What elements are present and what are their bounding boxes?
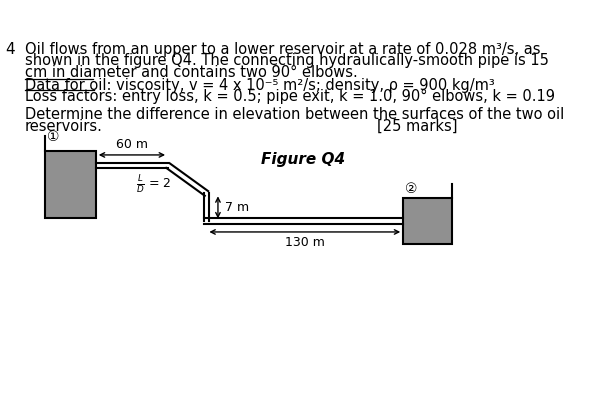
Text: Oil flows from an upper to a lower reservoir at a rate of 0.028 m³/s, as: Oil flows from an upper to a lower reser… <box>25 42 540 57</box>
Bar <box>45 151 96 218</box>
Text: ②: ② <box>405 182 417 196</box>
Text: 60 m: 60 m <box>116 138 148 151</box>
Text: 7 m: 7 m <box>225 201 248 214</box>
Text: Data for oil: viscosity, v = 4 x 10⁻⁵ m²/s; density, ρ = 900 kg/m³: Data for oil: viscosity, v = 4 x 10⁻⁵ m²… <box>25 78 494 93</box>
Text: ①: ① <box>47 130 59 144</box>
Bar <box>403 198 453 244</box>
Text: cm in diameter and contains two 90° elbows.: cm in diameter and contains two 90° elbo… <box>25 65 358 80</box>
Text: reservoirs.: reservoirs. <box>25 119 103 134</box>
Text: 130 m: 130 m <box>285 236 324 249</box>
Text: [25 marks]: [25 marks] <box>376 119 457 134</box>
Text: $\frac{L}{D}$ = 2: $\frac{L}{D}$ = 2 <box>136 173 172 194</box>
Text: Figure Q4: Figure Q4 <box>261 152 345 166</box>
Text: shown in the figure Q4. The connecting hydraulically-smooth pipe is 15: shown in the figure Q4. The connecting h… <box>25 53 549 68</box>
Text: 4: 4 <box>5 42 15 57</box>
Text: Determine the difference in elevation between the surfaces of the two oil: Determine the difference in elevation be… <box>25 108 564 122</box>
Text: Loss factors: entry loss, k = 0.5; pipe exit, k = 1.0, 90° elbows, k = 0.19: Loss factors: entry loss, k = 0.5; pipe … <box>25 89 555 104</box>
